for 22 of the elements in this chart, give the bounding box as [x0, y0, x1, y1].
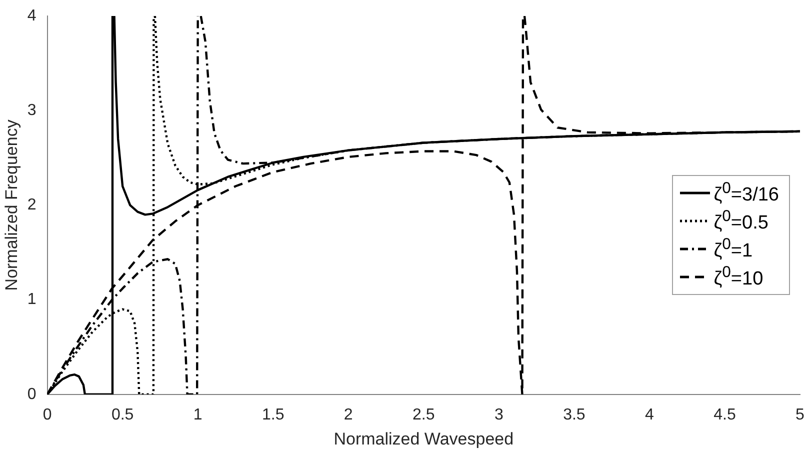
y-tick-label: 1	[27, 291, 36, 308]
x-tick-label: 1.5	[262, 406, 284, 424]
x-axis-title: Normalized Wavespeed	[334, 429, 514, 448]
y-tick-label: 2	[27, 196, 36, 214]
legend-label: ζ$^{0}$=0.5	[714, 208, 768, 234]
x-tick-label: 5	[796, 406, 805, 424]
x-tick-label: 4.5	[714, 406, 736, 424]
x-tick-label: 3.5	[563, 406, 586, 424]
y-tick-label: 0	[27, 386, 36, 403]
legend-label: ζ$^{0}$=10	[714, 264, 764, 290]
x-tick-label: 2.5	[412, 406, 435, 424]
x-tick-label: 4	[645, 406, 654, 424]
x-tick-label: 2	[344, 406, 353, 424]
x-tick-label: 0	[42, 406, 52, 424]
y-tick-label: 3	[27, 102, 36, 120]
y-tick-label: 4	[27, 7, 36, 24]
x-tick-label: 3	[494, 406, 504, 424]
x-tick-label: 0.5	[111, 406, 134, 424]
legend-label: ζ$^{0}$=3/16	[714, 180, 779, 206]
y-axis-title: Normalized Frequency	[2, 119, 21, 291]
x-tick-label: 1	[193, 406, 202, 424]
legend-label: ζ$^{0}$=1	[714, 236, 753, 262]
